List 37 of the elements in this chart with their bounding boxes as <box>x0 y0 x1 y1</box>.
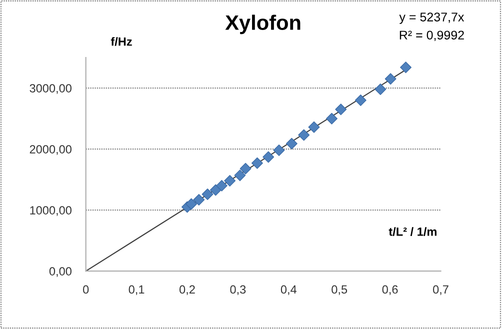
point <box>326 112 338 124</box>
point <box>210 184 222 196</box>
point <box>286 138 298 150</box>
x-tick-label: 0,2 <box>180 285 195 296</box>
point <box>308 121 320 133</box>
x-tick-label: 0,7 <box>433 285 448 296</box>
point <box>216 180 228 192</box>
x-tick-label: 0 <box>83 285 89 294</box>
point <box>224 175 236 187</box>
point <box>298 129 310 141</box>
point <box>234 170 246 182</box>
x-tick-label: 0,3 <box>230 285 246 296</box>
text: R² = 0,9992 <box>400 30 464 42</box>
y-tick-label: 2000,00 <box>30 145 72 155</box>
y-tick-label: 1000,00 <box>30 206 72 216</box>
point <box>384 73 396 85</box>
point <box>354 94 366 106</box>
point <box>374 84 386 96</box>
text: y = 5237,7x <box>399 12 464 24</box>
y-tick-label: 3000,00 <box>30 84 72 94</box>
point <box>251 157 263 169</box>
point <box>273 144 285 156</box>
point <box>193 194 205 206</box>
point <box>335 104 347 116</box>
x-axis-title: t/L² / 1/m <box>388 227 436 236</box>
y-axis-title: f/Hz <box>110 37 132 46</box>
x-tick-label: 0,4 <box>280 285 297 296</box>
point <box>400 62 412 74</box>
point <box>186 198 198 210</box>
x-tick-label: 0,1 <box>128 285 144 296</box>
point <box>240 162 252 174</box>
point <box>202 188 214 200</box>
chart-title: Xylofon <box>225 14 300 34</box>
x-tick-label: 0,6 <box>382 285 398 296</box>
point <box>262 151 274 163</box>
y-tick-label: 0,00 <box>49 267 72 277</box>
x-tick-label: 0,5 <box>332 285 348 296</box>
